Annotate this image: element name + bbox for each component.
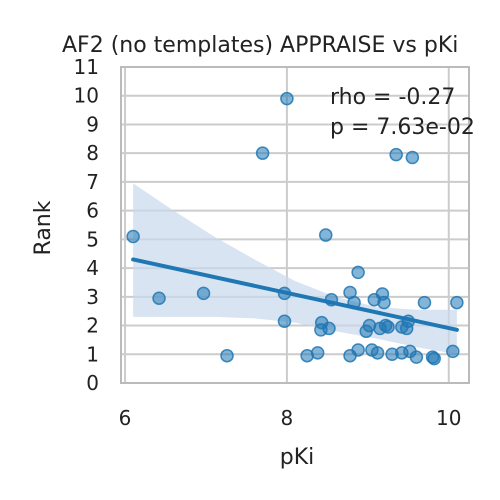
data-point — [405, 150, 420, 165]
chart-title: AF2 (no templates) APPRAISE vs pKi — [62, 33, 458, 58]
p-value-annotation: p = 7.63e-02 — [330, 115, 475, 140]
rho-annotation: rho = -0.27 — [330, 85, 455, 110]
data-point — [417, 295, 432, 310]
data-point — [310, 346, 325, 360]
y-tick-label: 3 — [86, 285, 99, 309]
y-tick-label: 9 — [86, 112, 99, 136]
data-point — [347, 295, 361, 310]
data-point — [152, 291, 166, 306]
y-tick-label: 4 — [86, 256, 99, 280]
plot-frame — [120, 66, 470, 384]
data-point — [277, 314, 292, 328]
y-tick-labels: 0 1 2 3 4 5 6 7 8 9 10 11 — [74, 55, 99, 395]
data-point — [277, 286, 292, 301]
data-point — [126, 229, 140, 244]
data-point — [401, 314, 416, 328]
data-point — [280, 91, 294, 106]
y-tick-label: 11 — [74, 55, 99, 79]
x-tick-labels: 6 8 10 — [119, 406, 462, 430]
data-point — [377, 295, 391, 310]
data-point — [196, 286, 211, 301]
data-point — [351, 343, 365, 357]
x-tick-label: 10 — [436, 406, 461, 430]
x-axis-title: pKi — [280, 445, 315, 470]
data-point — [220, 348, 234, 363]
y-axis-title: Rank — [31, 200, 56, 255]
x-tick-label: 6 — [119, 406, 132, 430]
data-points-layer — [126, 91, 464, 366]
y-tick-label: 7 — [86, 170, 99, 194]
data-point — [427, 351, 441, 366]
data-point — [370, 346, 385, 360]
y-tick-label: 1 — [86, 342, 99, 366]
data-point — [255, 146, 270, 160]
y-tick-label: 0 — [86, 371, 99, 395]
data-point — [351, 265, 365, 280]
data-point — [389, 147, 403, 162]
y-tick-label: 6 — [86, 199, 99, 223]
data-point — [319, 228, 333, 242]
data-point — [324, 292, 339, 307]
y-tick-label: 5 — [86, 227, 99, 251]
y-tick-label: 2 — [86, 314, 99, 338]
data-point — [409, 350, 424, 364]
data-point — [381, 320, 395, 334]
data-point — [322, 321, 336, 336]
y-tick-label: 8 — [86, 141, 99, 165]
data-point — [446, 344, 460, 359]
y-tick-label: 10 — [74, 84, 99, 108]
x-tick-label: 8 — [281, 406, 294, 430]
grid-lines — [121, 66, 469, 384]
data-point — [450, 295, 464, 310]
